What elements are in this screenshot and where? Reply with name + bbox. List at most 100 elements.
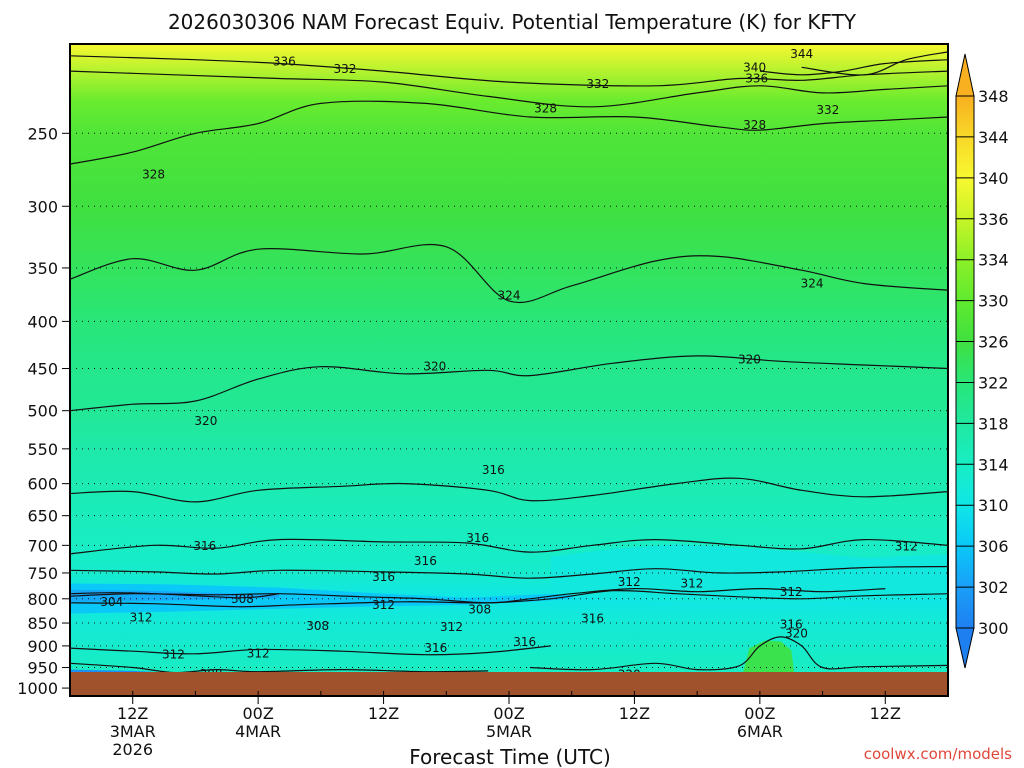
grid-lines: [70, 132, 948, 689]
contour-line-324: [70, 243, 948, 303]
contour-line-304: [70, 592, 280, 599]
contour-label: 336: [273, 55, 296, 69]
colorbar-body: [955, 95, 975, 629]
contour-line-340: [759, 59, 948, 76]
contour-label: 312: [440, 620, 463, 634]
x-tick-label: 4MAR: [235, 722, 281, 741]
contour-line-312: [70, 589, 948, 608]
contour-label: 312: [247, 646, 270, 660]
contour-label: 328: [743, 118, 766, 132]
y-tick-label: 1000: [17, 679, 58, 698]
contour-label: 336: [745, 71, 768, 85]
contour-label: 312: [618, 575, 641, 589]
contour-label: 304: [100, 595, 123, 609]
watermark: coolwx.com/models: [864, 745, 1012, 763]
colorbar-label: 330: [978, 292, 1009, 311]
x-tick-label: 12Z: [117, 704, 148, 723]
contour-label: 312: [780, 585, 803, 599]
contour-label: 312: [372, 598, 395, 612]
colorbar-label: 336: [978, 210, 1009, 229]
contour-label: 316: [780, 617, 803, 631]
x-tick-label: 6MAR: [737, 722, 783, 741]
contour-label: 344: [790, 47, 813, 61]
contour-line-320: [70, 355, 948, 412]
y-tick-label: 950: [27, 659, 58, 678]
x-tick-label: 00Z: [493, 704, 524, 723]
contour-label: 308: [306, 619, 329, 633]
contour-line-316: [70, 538, 948, 555]
contour-line-312: [70, 565, 948, 579]
colorbar-label: 322: [978, 373, 1009, 392]
contour-label: 316: [414, 554, 437, 568]
contour-line-344: [801, 51, 948, 76]
colorbar-label: 334: [978, 251, 1009, 270]
contour-line-308: [70, 662, 489, 672]
contour-labels: 3443403363363323323323283283283243243203…: [100, 47, 918, 682]
contour-line-308: [70, 587, 886, 604]
contour-label: 320: [194, 414, 217, 428]
contour-label: 316: [513, 635, 536, 649]
contour-label: 316: [482, 463, 505, 477]
contour-label: 324: [498, 289, 521, 303]
colorbar-label: 306: [978, 537, 1009, 556]
colorbar-label: 314: [978, 455, 1009, 474]
contour-label: 328: [534, 102, 557, 116]
y-tick-label: 550: [27, 440, 58, 459]
contour-label: 332: [333, 62, 356, 76]
colorbar-label: 348: [978, 87, 1009, 106]
x-tick-label: 00Z: [744, 704, 775, 723]
x-tick-label: 12Z: [368, 704, 399, 723]
colorbar-label: 302: [978, 578, 1009, 597]
colorbar-label: 340: [978, 169, 1009, 188]
y-tick-label: 400: [27, 312, 58, 331]
y-tick-label: 600: [27, 475, 58, 494]
x-tick-label: 12Z: [619, 704, 650, 723]
contour-label: 308: [200, 667, 223, 681]
colorbar-label: 310: [978, 496, 1009, 515]
colorbar: 300 302 306 310 314 318 322 326 330 334 336 340 344 3…: [955, 53, 1009, 669]
contour-label: 320: [423, 360, 446, 374]
contour-label: 316: [193, 539, 216, 553]
contour-line-320: [529, 636, 948, 671]
x-tick-label: 2026: [112, 740, 153, 759]
contour-line-332: [70, 70, 948, 108]
x-axis-label: Forecast Time (UTC): [409, 745, 611, 768]
y-tick-label: 900: [27, 637, 58, 656]
x-tick-label: 00Z: [242, 704, 273, 723]
y-tick-label: 500: [27, 402, 58, 421]
contour-label: 320: [785, 626, 808, 640]
anomaly-warm-dome: [743, 640, 795, 672]
contour-label: 308: [231, 592, 254, 606]
y-tick-label: 450: [27, 360, 58, 379]
contour-label: 340: [743, 60, 766, 74]
contour-label: 320: [618, 668, 641, 682]
y-tick-label: 650: [27, 507, 58, 526]
contour-label: 332: [816, 103, 839, 117]
contour-label: 332: [586, 77, 609, 91]
colorbar-top-arrow: [955, 53, 975, 97]
y-tick-label: 800: [27, 590, 58, 609]
y-tick-label: 350: [27, 259, 58, 278]
x-tick-label: 3MAR: [110, 722, 156, 741]
contour-label: 324: [801, 277, 824, 291]
contour-label: 328: [142, 167, 165, 181]
x-tick-label: 12Z: [870, 704, 901, 723]
contour-lines: [70, 51, 948, 672]
y-tick-label: 850: [27, 614, 58, 633]
anomaly-lowest-blue: [70, 669, 157, 672]
contour-line-312: [70, 645, 551, 656]
contour-label: 312: [895, 539, 918, 553]
y-tick-label: 300: [27, 197, 58, 216]
contour-label: 316: [424, 641, 447, 655]
colorbar-label: 300: [978, 619, 1009, 638]
contour-label: 320: [738, 353, 761, 367]
contour-label: 316: [581, 611, 604, 625]
contour-label: 308: [468, 603, 491, 617]
contour-label: 312: [130, 610, 153, 624]
contour-line-328: [70, 100, 948, 165]
colorbar-label: 344: [978, 128, 1009, 147]
y-tick-label: 250: [27, 124, 58, 143]
x-tick-label: 5MAR: [486, 722, 532, 741]
